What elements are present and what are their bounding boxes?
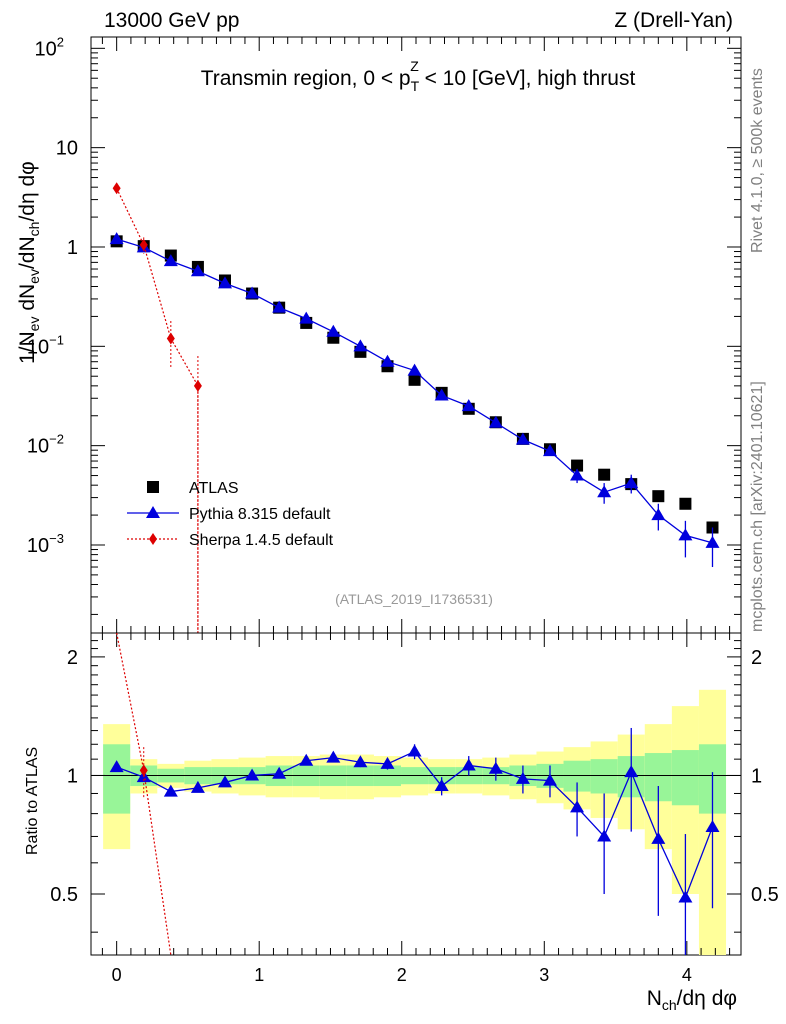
ratio-pythia-point — [515, 771, 530, 784]
legend-pythia-marker — [146, 506, 160, 518]
main-y-axis-label: 1/Nev dNev/dNch/dη dφ — [16, 161, 42, 364]
ratio-y-tick-label: 2 — [67, 647, 78, 669]
pythia-point — [190, 264, 205, 277]
pythia-point — [678, 528, 693, 541]
header-energy: 13000 GeV pp — [104, 9, 239, 32]
analysis-id-label: (ATLAS_2019_I1736531) — [335, 591, 493, 607]
sherpa-point — [193, 379, 202, 392]
x-tick-label: 2 — [397, 965, 407, 985]
sherpa-point — [112, 182, 121, 195]
ratio-pythia-point — [434, 779, 449, 792]
main-panel: 10−3 10−2 10−1 1 10 102 Transmin region, 0 < … — [16, 34, 742, 634]
x-tick-label: 3 — [539, 965, 549, 985]
sherpa-point — [166, 332, 175, 345]
y-tick-label: 10−3 — [27, 531, 64, 557]
pythia-point — [217, 276, 232, 289]
pythia-point — [461, 399, 476, 412]
sherpa-point — [139, 238, 148, 251]
ratio-y-tick-label: 0.5 — [50, 884, 78, 906]
ratio-pythia-point — [678, 890, 693, 903]
ratio-pythia-point — [597, 829, 612, 842]
main-marks — [109, 182, 720, 633]
atlas-point — [598, 468, 611, 481]
pythia-point — [597, 485, 612, 498]
atlas-point — [679, 497, 692, 510]
pythia-point — [380, 354, 395, 367]
ratio-pythia-point — [109, 760, 124, 773]
y-tick-label: 10−1 — [27, 332, 64, 358]
ratio-band-inner — [590, 759, 618, 794]
ratio-pythia-point — [353, 755, 368, 768]
legend-sherpa-marker — [149, 533, 157, 545]
pythia-point — [570, 468, 585, 481]
atlas-point — [571, 459, 584, 472]
pythia-point — [651, 508, 666, 521]
ratio-y-tick-label-right: 2 — [751, 647, 762, 669]
legend-atlas-marker — [147, 481, 159, 493]
ratio-pythia-point — [488, 761, 503, 774]
pythia-point — [326, 324, 341, 337]
header-process: Z (Drell-Yan) — [614, 9, 733, 32]
ratio-pythia-point — [190, 780, 205, 793]
ratio-pythia-point — [624, 765, 639, 778]
legend-label: ATLAS — [189, 480, 239, 497]
mcplots-label: mcplots.cern.ch [arXiv:2401.10621] — [749, 381, 766, 632]
ratio-pythia-point — [245, 768, 260, 781]
pythia-point — [163, 254, 178, 267]
y-tick-label: 102 — [35, 34, 64, 60]
ratio-pythia-point — [326, 750, 341, 763]
ratio-pythia-point — [299, 753, 314, 766]
ratio-pythia-point — [651, 831, 666, 844]
ratio-pythia-point — [461, 758, 476, 771]
ratio-pythia-point — [570, 800, 585, 813]
rivet-version-label: Rivet 4.1.0, ≥ 500k events — [749, 68, 766, 253]
y-tick-label: 10 — [56, 138, 78, 160]
pythia-point — [353, 339, 368, 352]
pythia-point — [299, 311, 314, 324]
x-tick-label: 0 — [112, 965, 122, 985]
pythia-point — [515, 432, 530, 445]
y-tick-label: 1 — [67, 237, 78, 259]
ratio-band-inner — [103, 744, 131, 814]
legend-label: Pythia 8.315 default — [189, 506, 331, 523]
ratio-band-inner — [671, 750, 699, 806]
pythia-point — [705, 535, 720, 548]
main-ticks: 10−3 10−2 10−1 1 10 102 — [27, 34, 741, 633]
ratio-ticks: 0 1 2 3 4 0.5 0.5 1 1 2 2 — [50, 633, 779, 985]
y-tick-label: 10−2 — [27, 432, 64, 458]
pythia-point — [542, 444, 557, 457]
ratio-pythia-point — [380, 756, 395, 769]
pythia-line — [116, 238, 713, 544]
atlas-point — [652, 490, 665, 503]
pythia-point — [245, 286, 260, 299]
ratio-y-axis-label: Ratio to ATLAS — [24, 747, 41, 855]
x-tick-label: 4 — [682, 965, 692, 985]
ratio-pythia-point — [705, 819, 720, 832]
ratio-y-tick-label: 1 — [67, 765, 78, 787]
x-axis-label: Nch/dη dφ — [647, 987, 737, 1013]
atlas-point — [408, 373, 421, 386]
ratio-pythia-point — [217, 775, 232, 788]
main-title: Transmin region, 0 < pTZ < 10 [GeV], hig… — [201, 58, 636, 94]
ratio-pythia-point — [407, 744, 422, 757]
ratio-bands — [91, 689, 741, 955]
pythia-point — [488, 415, 503, 428]
ratio-pythia-point — [542, 773, 557, 786]
x-tick-label: 1 — [254, 965, 264, 985]
ratio-sherpa-point — [139, 764, 148, 777]
ratio-y-tick-label-right: 1 — [751, 765, 762, 787]
pythia-point — [434, 388, 449, 401]
pythia-point — [624, 476, 639, 489]
ratio-panel: 0 1 2 3 4 0.5 0.5 1 1 2 2 Ratio to ATLAS Nch/dη dφ — [24, 632, 779, 1013]
ratio-pythia-point — [272, 766, 287, 779]
pythia-point — [109, 232, 124, 245]
legend: ATLAS Pythia 8.315 default Sherpa 1.4.5 de… — [127, 480, 334, 549]
ratio-y-tick-label-right: 0.5 — [751, 884, 779, 906]
legend-label: Sherpa 1.4.5 default — [189, 532, 334, 549]
ratio-pythia-point — [163, 784, 178, 797]
pythia-point — [407, 363, 422, 376]
ratio-marks — [109, 632, 720, 956]
pythia-point — [272, 300, 287, 313]
